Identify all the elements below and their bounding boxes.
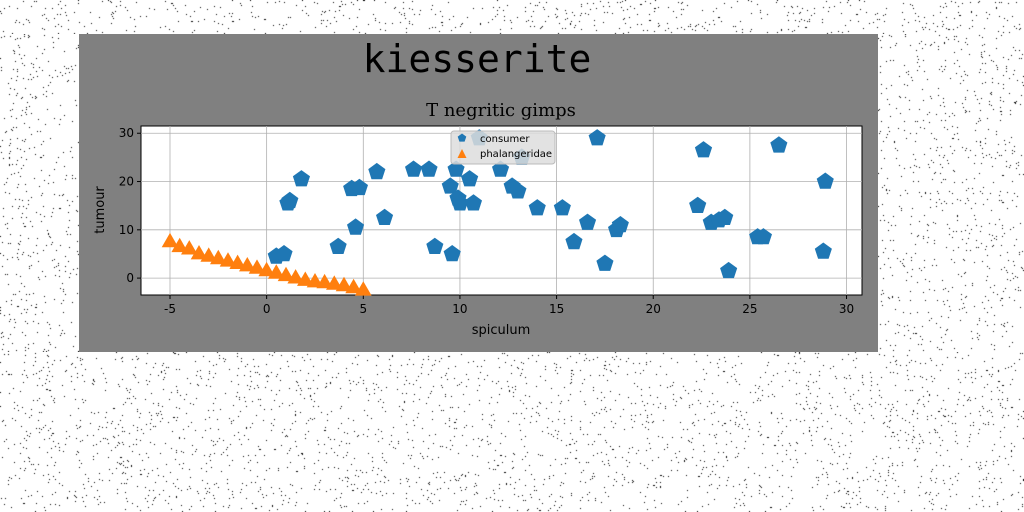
legend-box — [450, 130, 556, 165]
x-tick-label: 15 — [549, 302, 564, 316]
point-consumer — [528, 199, 546, 216]
point-consumer — [689, 196, 707, 213]
point-phalangeridae — [287, 269, 304, 284]
point-consumer — [492, 160, 510, 177]
series-phalangeridae — [161, 232, 372, 296]
chart-svg: kiesserite T negritic gimps -5 0 5 10 15 20 25… — [93, 37, 863, 338]
point-phalangeridae — [345, 278, 362, 294]
point-consumer — [350, 178, 368, 196]
point-consumer — [611, 216, 629, 233]
point-consumer — [464, 194, 482, 211]
point-consumer — [694, 141, 713, 158]
y-tick-label: 30 — [119, 126, 134, 140]
x-tick-label: 30 — [839, 302, 854, 316]
point-phalangeridae — [219, 252, 237, 267]
x-tick-label: 10 — [452, 302, 467, 316]
point-phalangeridae — [171, 237, 188, 253]
point-phalangeridae — [210, 249, 227, 265]
point-consumer — [451, 194, 469, 211]
point-consumer — [420, 160, 438, 177]
point-consumer — [441, 177, 459, 194]
point-phalangeridae — [297, 271, 314, 286]
point-consumer — [443, 245, 461, 262]
y-axis-ticks: 0 10 20 30 — [119, 126, 141, 285]
point-phalangeridae — [277, 266, 295, 282]
point-phalangeridae — [200, 247, 217, 262]
y-tick-label: 0 — [126, 271, 134, 285]
point-consumer — [814, 242, 832, 259]
point-consumer — [716, 208, 734, 225]
legend-label-phalangeridae: phalangeridae — [480, 149, 552, 160]
point-consumer — [720, 261, 738, 279]
point-phalangeridae — [229, 254, 246, 269]
x-tick-label: 25 — [742, 302, 757, 316]
point-phalangeridae — [326, 275, 343, 290]
point-phalangeridae — [355, 281, 372, 296]
point-consumer — [329, 237, 347, 254]
x-tick-label: 5 — [359, 302, 367, 316]
point-phalangeridae — [161, 232, 179, 248]
point-consumer — [770, 136, 788, 153]
x-tick-label: -5 — [164, 302, 176, 316]
point-phalangeridae — [248, 259, 266, 274]
point-consumer — [553, 199, 571, 216]
y-tick-label: 20 — [119, 175, 134, 189]
legend: consumer phalangeridae — [450, 130, 556, 165]
point-phalangeridae — [190, 245, 208, 260]
point-consumer — [447, 160, 465, 177]
point-consumer — [509, 182, 527, 199]
x-tick-label: 0 — [263, 302, 271, 316]
chart-title: T negritic gimps — [426, 100, 576, 121]
point-consumer — [588, 129, 606, 146]
point-consumer — [816, 172, 834, 189]
point-phalangeridae — [316, 273, 333, 289]
point-consumer — [376, 208, 394, 225]
point-phalangeridae — [258, 261, 275, 277]
point-phalangeridae — [268, 264, 285, 279]
point-consumer — [292, 170, 310, 187]
point-phalangeridae — [335, 276, 353, 292]
point-phalangeridae — [181, 240, 198, 255]
point-consumer — [275, 245, 293, 262]
point-consumer — [405, 160, 423, 177]
point-consumer — [565, 232, 583, 250]
point-phalangeridae — [239, 257, 256, 272]
point-consumer — [596, 254, 614, 271]
point-consumer — [281, 191, 299, 209]
point-consumer — [579, 213, 597, 230]
point-consumer — [347, 218, 365, 235]
point-consumer — [426, 237, 444, 254]
legend-marker-consumer — [457, 133, 467, 142]
grid — [141, 126, 862, 295]
chart-suptitle: kiesserite — [363, 37, 592, 81]
y-tick-label: 10 — [119, 223, 134, 237]
x-tick-label: 20 — [646, 302, 661, 316]
point-consumer — [754, 228, 772, 245]
figure-panel: kiesserite T negritic gimps -5 0 5 10 15 20 25… — [79, 34, 878, 352]
point-consumer — [368, 162, 386, 180]
x-axis-label: spiculum — [472, 323, 531, 338]
legend-marker-phalangeridae — [457, 149, 467, 158]
point-consumer — [461, 170, 479, 187]
x-axis-ticks: -5 0 5 10 15 20 25 30 — [164, 295, 854, 316]
y-axis-label: tumour — [93, 186, 108, 234]
legend-label-consumer: consumer — [480, 134, 530, 145]
